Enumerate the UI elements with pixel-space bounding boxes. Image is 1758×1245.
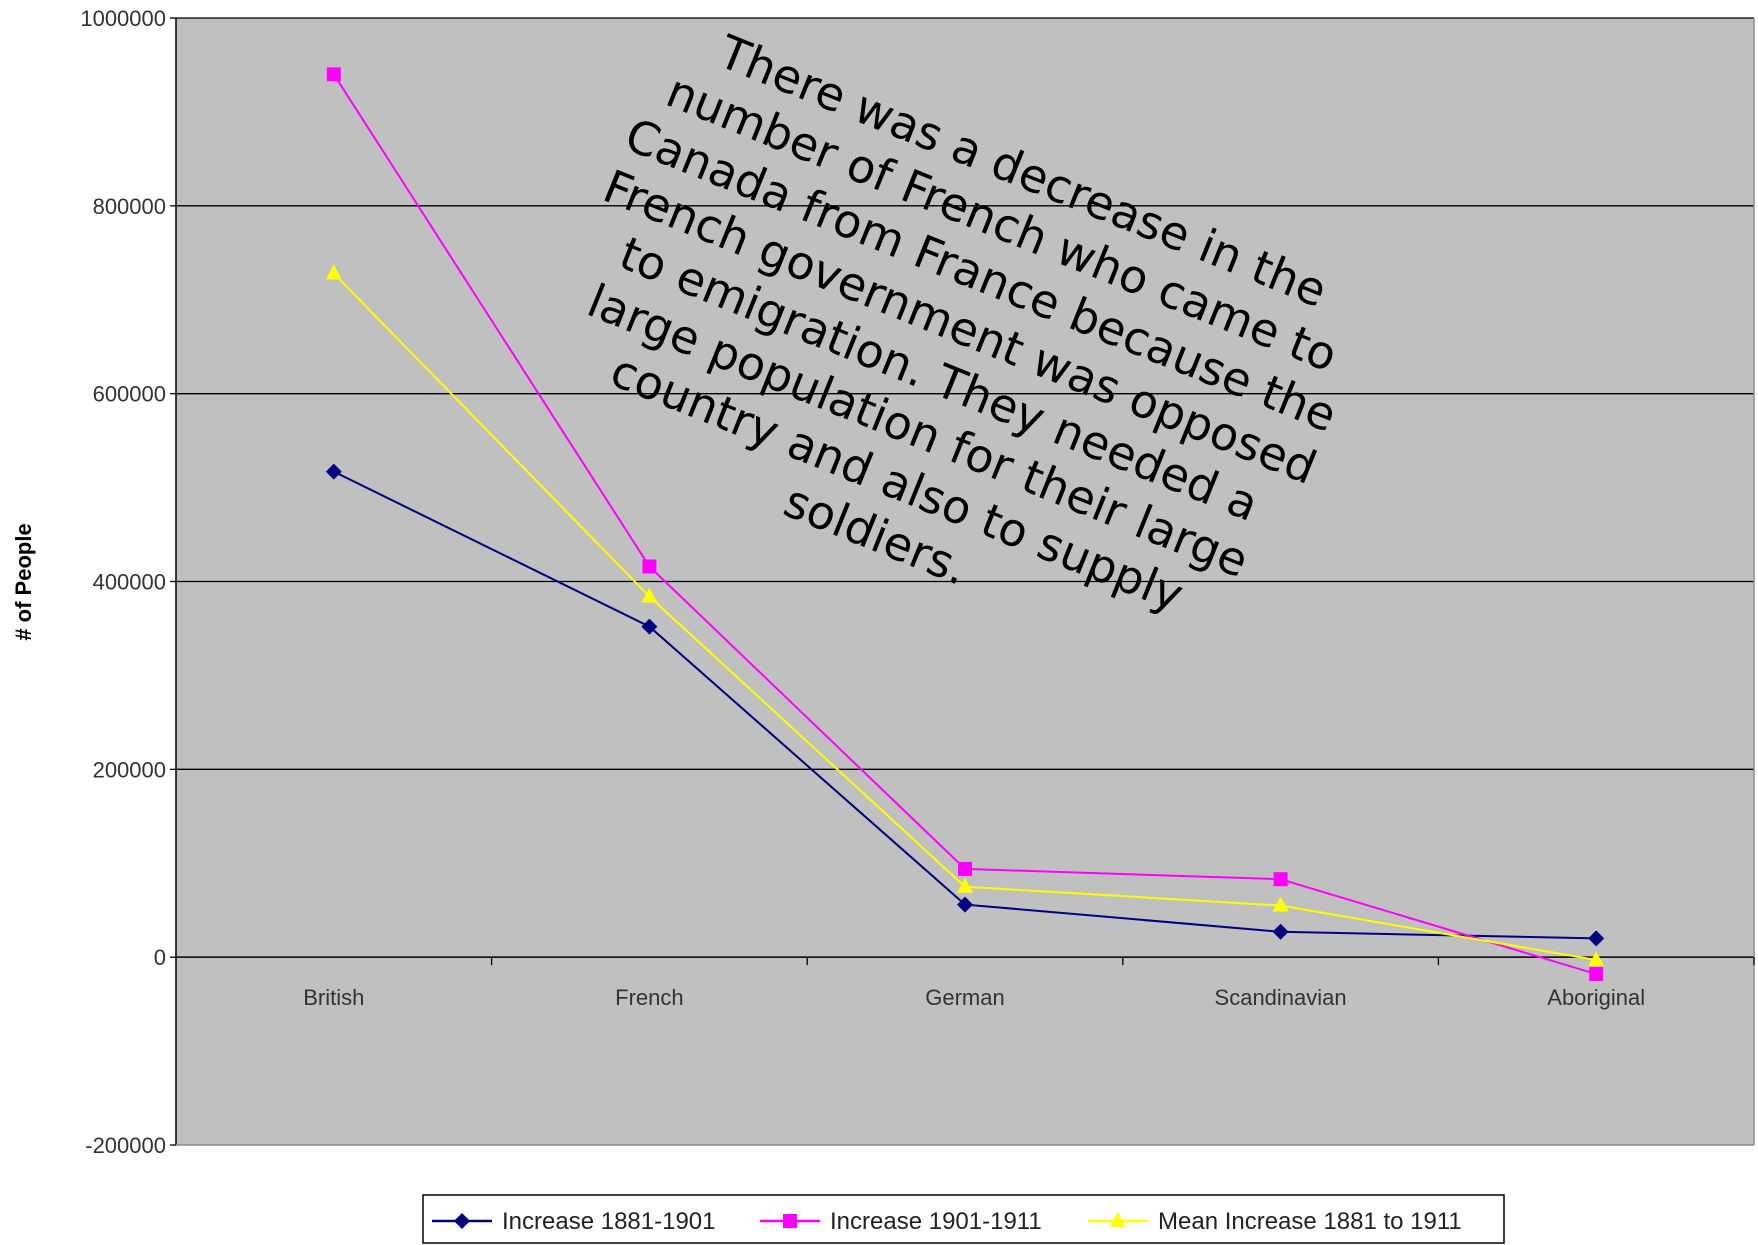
legend-marker (783, 1214, 797, 1228)
x-tick-label: German (925, 985, 1004, 1010)
data-point (326, 67, 341, 82)
series-1 (325, 463, 1605, 947)
legend: Increase 1881-1901 Increase 1901-1911 Mean… (422, 1194, 1505, 1244)
data-point (1273, 872, 1288, 887)
data-point (642, 559, 657, 574)
data-point (1588, 930, 1605, 947)
y-tick-label: 400000 (93, 570, 166, 595)
legend-box (422, 1194, 1505, 1244)
x-tick-label: Scandinavian (1215, 985, 1347, 1010)
legend-label: Mean Increase 1881 to 1911 (1158, 1208, 1462, 1235)
x-tick-labels: British French German Scandinavian Aborigina… (303, 985, 1645, 1010)
data-point (1272, 923, 1289, 940)
legend-label: Increase 1881-1901 (502, 1208, 716, 1235)
x-tick-label: Aboriginal (1547, 985, 1645, 1010)
y-tick-label: 200000 (93, 757, 166, 782)
data-point (1272, 896, 1289, 912)
gridlines (176, 17, 1754, 770)
data-point (325, 264, 342, 280)
data-point (325, 463, 342, 480)
data-point (1588, 950, 1605, 966)
series-3 (325, 264, 1605, 966)
data-point (1589, 967, 1604, 982)
legend-marker (454, 1213, 470, 1229)
y-tick-label: 1000000 (80, 6, 166, 31)
y-tick-label: 600000 (93, 382, 166, 407)
series-2 (326, 67, 1604, 982)
y-tick-label: -200000 (85, 1133, 166, 1158)
y-tick-labels: -200000 0 200000 400000 600000 800000 1000000 (80, 6, 166, 1158)
y-axis-title: # of People (11, 523, 36, 640)
data-point (641, 587, 658, 603)
data-point (957, 877, 973, 893)
legend-label: Increase 1901-1911 (830, 1208, 1042, 1235)
axes (170, 17, 1755, 1146)
legend-marker (1110, 1212, 1126, 1227)
x-tick-label: French (615, 985, 683, 1010)
y-tick-label: 800000 (93, 194, 166, 219)
data-point (641, 618, 658, 635)
series (325, 67, 1605, 982)
x-tick-label: British (303, 985, 364, 1010)
y-tick-label: 0 (154, 945, 166, 970)
data-point (958, 861, 972, 876)
data-point (957, 896, 973, 913)
